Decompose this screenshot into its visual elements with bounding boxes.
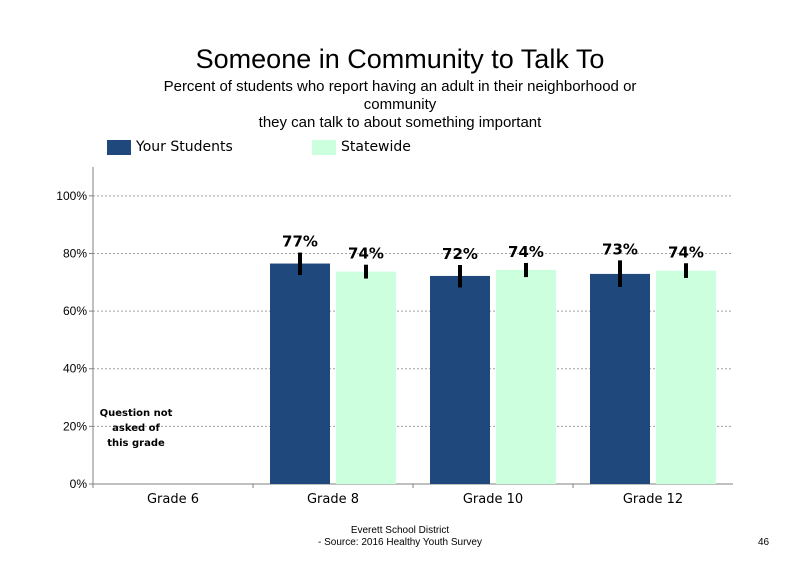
data-label: 73% — [602, 240, 638, 258]
bar — [590, 273, 650, 484]
bar — [270, 263, 330, 484]
legend-swatch-your-students — [107, 139, 131, 155]
legend-label: Statewide — [341, 139, 411, 155]
legend-swatch-statewide — [312, 139, 336, 155]
y-tick-label: 0% — [70, 477, 88, 491]
x-tick-label: Grade 10 — [463, 492, 523, 507]
legend-item-your-students: Your Students — [107, 139, 233, 155]
bar — [430, 275, 490, 484]
annotation-text: Question not — [100, 408, 173, 419]
data-label: 74% — [348, 245, 384, 263]
footer-source: - Source: 2016 Healthy Youth Survey — [318, 537, 482, 548]
bar — [496, 269, 556, 484]
legend-label: Your Students — [136, 139, 233, 155]
page-number: 46 — [758, 537, 770, 548]
y-tick-label: 40% — [63, 362, 87, 376]
x-tick-label: Grade 6 — [147, 492, 199, 507]
data-label: 72% — [442, 245, 478, 263]
bar-chart: 0% 20% 40% 60% 80% 100% Grade 6 Grade 8 77% 74% Gr… — [56, 167, 733, 507]
data-label: 74% — [508, 243, 544, 261]
bar — [336, 271, 396, 484]
annotation-text: this grade — [107, 438, 165, 449]
data-label: 74% — [668, 243, 704, 261]
subtitle-line: community — [363, 96, 437, 113]
annotation-text: asked of — [112, 423, 160, 434]
y-tick-label: 100% — [56, 189, 87, 203]
data-label: 77% — [282, 233, 318, 251]
bar — [656, 270, 716, 484]
y-tick-label: 20% — [63, 419, 87, 433]
chart-subtitle: Percent of students who report having an… — [0, 78, 800, 132]
subtitle-line: Percent of students who report having an… — [163, 78, 637, 95]
legend-item-statewide: Statewide — [312, 139, 411, 155]
chart-legend: Your Students Statewide — [0, 139, 800, 159]
chart-title: Someone in Community to Talk To — [195, 44, 605, 74]
footer-district: Everett School District — [350, 525, 450, 536]
x-tick-label: Grade 8 — [307, 492, 359, 507]
footer: Everett School District - Source: 2016 H… — [0, 525, 800, 549]
subtitle-line: they can talk to about something importa… — [258, 114, 542, 131]
x-tick-label: Grade 12 — [623, 492, 683, 507]
y-tick-label: 80% — [63, 246, 87, 260]
y-tick-label: 60% — [63, 304, 87, 318]
